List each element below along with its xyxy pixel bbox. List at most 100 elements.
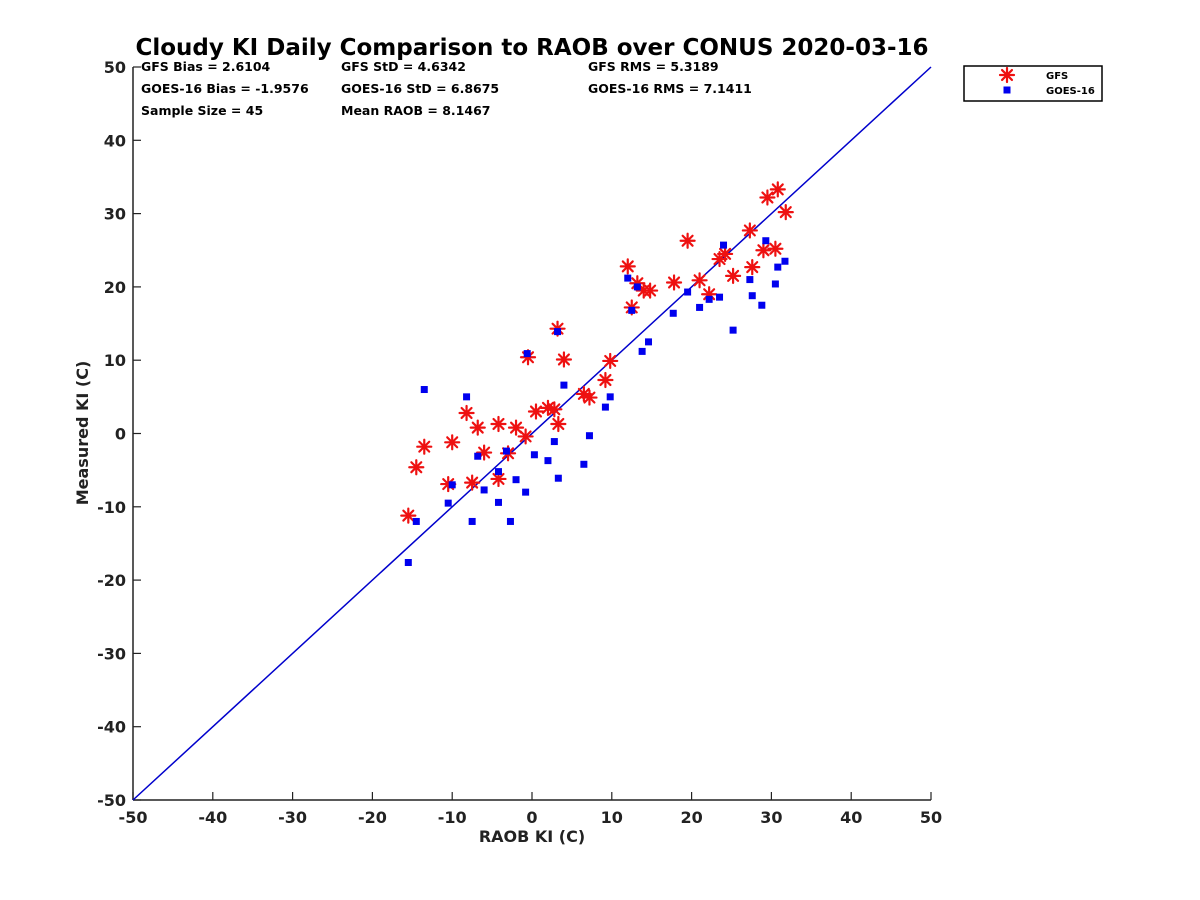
x-tick-label: 30 — [760, 808, 782, 827]
goes-point — [716, 293, 724, 301]
y-axis-label: Measured KI (C) — [73, 361, 92, 506]
gfs-point — [400, 507, 417, 524]
goes-point — [560, 381, 568, 389]
goes-point — [444, 499, 452, 507]
x-tick-label: -30 — [278, 808, 307, 827]
gfs-point — [444, 434, 461, 451]
goes-point — [628, 306, 636, 314]
goes-point — [480, 486, 488, 494]
goes-point — [774, 263, 782, 271]
gfs-point — [767, 240, 784, 257]
goes-point — [550, 438, 558, 446]
gfs-point — [744, 259, 761, 276]
axes: -50 -40 -30 -20 -10 0 10 20 30 40 50 50 40 30 20 10 0 -10… — [97, 58, 942, 827]
y-tick-label: 10 — [104, 351, 126, 370]
goes-point — [762, 237, 770, 245]
legend-goes-label: GOES-16 — [1046, 86, 1095, 97]
goes-point — [420, 386, 428, 394]
x-tick-label: 10 — [601, 808, 623, 827]
legend-box — [963, 65, 1103, 102]
goes-point — [506, 517, 514, 525]
gfs-point — [517, 428, 534, 445]
goes-point — [512, 476, 520, 484]
gfs-point — [759, 189, 776, 206]
x-tick-label: 20 — [680, 808, 702, 827]
stat-gfs-bias: GFS Bias = 2.6104 — [141, 59, 271, 74]
gfs-point — [619, 258, 636, 275]
goes-point — [412, 517, 420, 525]
x-tick-label: -20 — [358, 808, 387, 827]
gfs-point — [642, 282, 659, 299]
gfs-point — [476, 444, 493, 461]
stat-sample-size: Sample Size = 45 — [141, 103, 263, 118]
y-tick-label: 20 — [104, 278, 126, 297]
gfs-point — [679, 232, 696, 249]
legend-gfs-marker — [998, 66, 1016, 84]
goes-point — [585, 432, 593, 440]
gfs-point — [741, 222, 758, 239]
gfs-point — [597, 371, 614, 389]
goes-point — [758, 301, 766, 309]
goes-point — [781, 257, 789, 265]
gfs-point — [458, 404, 475, 422]
goes-point — [633, 283, 641, 291]
y-tick-label: 50 — [104, 58, 126, 77]
goes-point — [474, 452, 482, 460]
goes-point — [580, 460, 588, 468]
x-tick-label: -40 — [198, 808, 227, 827]
goes-point — [606, 393, 614, 401]
gfs-point — [777, 204, 794, 221]
gfs-point — [717, 245, 734, 263]
gfs-point — [490, 415, 507, 433]
goes-point — [404, 559, 412, 567]
gfs-point — [555, 351, 573, 368]
gfs-point — [602, 352, 619, 370]
gfs-point — [546, 401, 563, 418]
stat-gfs-rms: GFS RMS = 5.3189 — [588, 59, 719, 74]
goes-point — [748, 292, 756, 300]
legend: GFS GOES-16 — [963, 65, 1103, 102]
gfs-point — [464, 474, 481, 491]
y-tick-label: -20 — [97, 571, 126, 590]
y-tick-label: 30 — [104, 205, 126, 224]
y-tick-label: 40 — [104, 131, 126, 150]
y-tick-label: -30 — [97, 644, 126, 663]
stat-mean-raob: Mean RAOB = 8.1467 — [341, 103, 490, 118]
y-tick-label: 0 — [115, 425, 126, 444]
goes-point — [696, 303, 704, 311]
gfs-point — [665, 274, 683, 291]
goes-point — [522, 488, 530, 496]
legend-goes-marker — [1003, 86, 1011, 94]
goes-point — [544, 457, 552, 465]
gfs-point — [507, 419, 525, 436]
legend-gfs-symbol — [998, 66, 1016, 84]
goes-point — [638, 347, 646, 355]
goes-point — [624, 274, 632, 282]
one-to-one-line — [132, 66, 932, 801]
x-tick-label: 40 — [840, 808, 862, 827]
goes-point — [729, 326, 737, 334]
stat-goes-rms: GOES-16 RMS = 7.1411 — [588, 81, 752, 96]
goes-point — [645, 338, 653, 346]
gfs-point — [408, 459, 425, 476]
goes-point — [494, 498, 502, 506]
goes-point — [502, 447, 510, 455]
goes-point — [705, 295, 713, 303]
y-tick-label: -10 — [97, 498, 126, 517]
x-tick-label: 0 — [526, 808, 537, 827]
x-tick-label: -10 — [438, 808, 467, 827]
goes-point — [463, 393, 471, 401]
stat-gfs-std: GFS StD = 4.6342 — [341, 59, 466, 74]
goes-point — [601, 403, 609, 411]
legend-goes-symbol — [1003, 86, 1011, 94]
gfs-point — [691, 272, 708, 289]
goes-point — [494, 468, 502, 476]
y-tick-label: -50 — [97, 791, 126, 810]
goes-point — [448, 481, 456, 489]
goes-point — [523, 350, 531, 358]
y-tick-label: -40 — [97, 718, 126, 737]
legend-gfs-label: GFS — [1046, 71, 1068, 82]
reference-line-group — [132, 66, 932, 801]
gfs-point — [469, 419, 486, 436]
